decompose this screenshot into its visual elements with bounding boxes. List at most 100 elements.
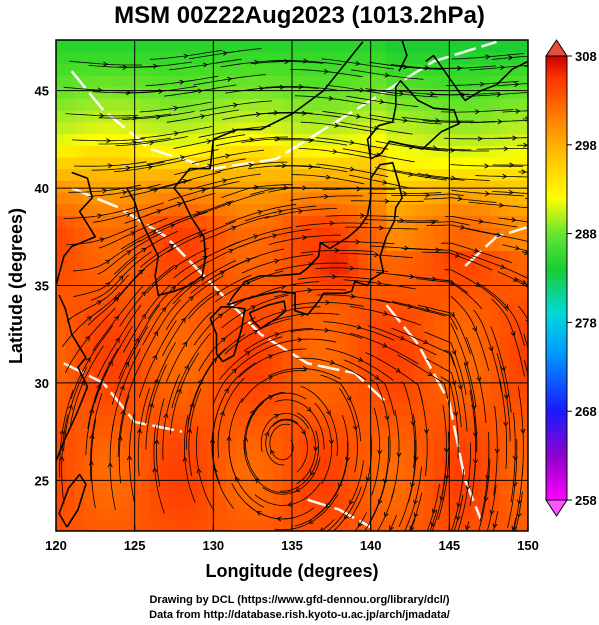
- field-cell: [424, 332, 435, 345]
- streamline: [153, 425, 165, 514]
- field-cell: [84, 121, 95, 135]
- field-cell: [414, 425, 425, 439]
- field-cell: [528, 426, 538, 438]
- streamline-arrow: [479, 81, 486, 87]
- field-cell: [424, 379, 435, 392]
- field-cell: [433, 145, 444, 158]
- field-cell: [84, 203, 95, 216]
- streamline: [525, 197, 528, 199]
- field-cell: [348, 238, 359, 251]
- field-cell: [377, 238, 387, 251]
- colorbar-tick-label: 268: [575, 404, 597, 419]
- field-cell: [518, 156, 528, 170]
- field-cell: [103, 355, 114, 368]
- field-cell: [424, 285, 435, 298]
- field-cell: [367, 472, 378, 485]
- streamline: [189, 48, 262, 60]
- field-cell: [490, 367, 501, 380]
- field-cell: [292, 180, 302, 193]
- field-cell: [509, 344, 520, 357]
- streamline-arrow: [465, 525, 471, 531]
- field-cell: [112, 262, 123, 275]
- field-cell: [216, 133, 227, 146]
- field-cell: [528, 145, 538, 157]
- streamline: [119, 266, 174, 327]
- streamline: [296, 357, 367, 381]
- field-cell: [433, 192, 444, 205]
- field-cell: [518, 121, 528, 135]
- field-cell: [122, 168, 133, 181]
- field-cell: [178, 121, 189, 135]
- field-cell: [490, 133, 501, 146]
- streamline: [91, 161, 165, 171]
- field-cell: [405, 121, 416, 135]
- field-cell: [273, 460, 284, 474]
- field-cell: [56, 110, 66, 123]
- field-cell: [141, 460, 151, 474]
- streamline-arrow: [154, 439, 160, 445]
- field-cell: [112, 402, 123, 415]
- field-cell: [103, 40, 114, 53]
- field-cell: [216, 484, 227, 497]
- field-cell: [263, 63, 274, 76]
- field-cell: [433, 297, 444, 310]
- field-cell: [207, 180, 217, 193]
- streamline: [314, 402, 333, 485]
- field-cell: [414, 285, 425, 298]
- field-cell: [112, 227, 123, 240]
- field-cell: [358, 367, 369, 380]
- streamline: [290, 195, 363, 201]
- field-cell: [56, 227, 66, 240]
- field-cell: [348, 110, 359, 123]
- field-cell: [414, 320, 425, 333]
- field-cell: [518, 519, 528, 531]
- field-cell: [301, 215, 312, 228]
- field-cell: [414, 390, 425, 403]
- field-cell: [178, 238, 189, 251]
- field-cell: [386, 320, 397, 333]
- field-cell: [348, 379, 359, 392]
- field-cell: [216, 250, 227, 263]
- field-cell: [348, 449, 359, 462]
- field-cell: [292, 227, 302, 240]
- streamline-arrow: [429, 91, 436, 97]
- field-cell: [122, 495, 133, 509]
- field-cell: [112, 437, 123, 450]
- field-cell: [150, 484, 161, 497]
- streamline: [294, 95, 368, 105]
- field-cell: [292, 332, 302, 345]
- streamline: [198, 317, 256, 372]
- field-cell: [310, 63, 321, 76]
- field-cell: [414, 75, 425, 88]
- field-cell: [74, 402, 85, 415]
- field-cell: [301, 519, 312, 531]
- streamline-arrow: [424, 306, 431, 312]
- field-cell: [490, 110, 501, 123]
- field-cell: [254, 484, 265, 497]
- field-cell: [56, 215, 66, 228]
- field-cell: [395, 519, 406, 531]
- streamline-arrow: [231, 225, 237, 231]
- field-cell: [301, 390, 312, 403]
- field-cell: [490, 121, 501, 135]
- field-cell: [480, 449, 491, 462]
- field-cell: [159, 449, 170, 462]
- streamline-arrow: [435, 247, 441, 253]
- field-cell: [159, 121, 170, 135]
- field-cell: [112, 250, 123, 263]
- streamline: [471, 255, 528, 279]
- field-cell: [207, 484, 217, 497]
- field-cell: [74, 156, 85, 170]
- streamline-arrow: [521, 279, 527, 285]
- field-cell: [188, 484, 199, 497]
- field-cell: [433, 98, 444, 111]
- field-cell: [518, 203, 528, 216]
- field-cell: [56, 402, 66, 415]
- field-cell: [122, 437, 133, 450]
- streamline: [214, 248, 285, 277]
- streamline: [146, 247, 209, 294]
- field-cell: [509, 203, 520, 216]
- streamline: [416, 146, 490, 152]
- field-cell: [358, 344, 369, 357]
- field-cell: [244, 110, 255, 123]
